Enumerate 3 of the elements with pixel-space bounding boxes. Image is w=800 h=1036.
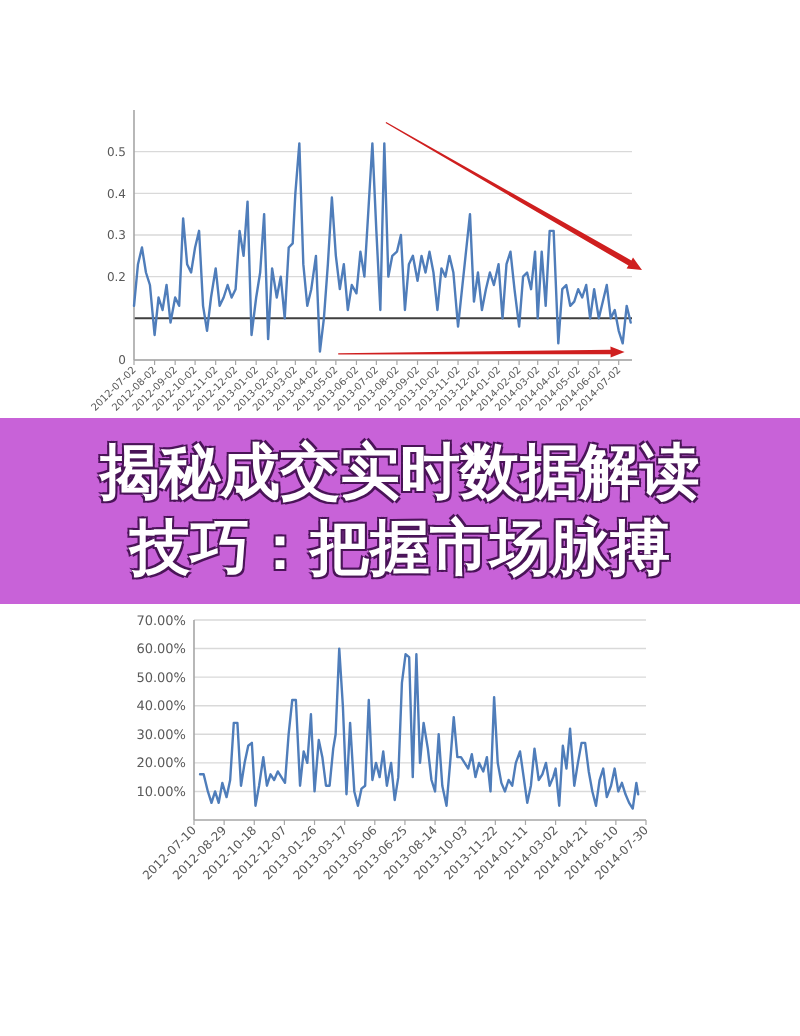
line-series bbox=[132, 142, 632, 353]
text: 揭秘成交实时数据解读技巧：把握市场脉搏 bbox=[97, 435, 702, 587]
line-series bbox=[198, 647, 640, 810]
